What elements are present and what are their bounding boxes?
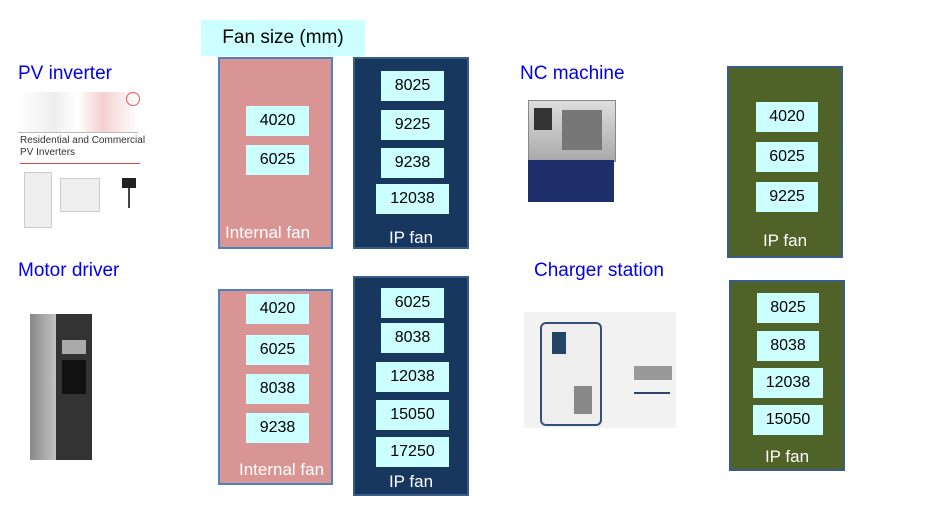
- ip-fan-label: IP fan: [388, 228, 434, 247]
- motor-driver-title: Motor driver: [18, 260, 120, 281]
- internal-fan-label: Internal fan: [238, 460, 325, 479]
- nc-machine-image: [522, 90, 620, 205]
- fan-size-value: 6025: [381, 288, 444, 318]
- charger-station-image: [524, 312, 676, 428]
- fan-size-value: 4020: [756, 102, 818, 132]
- fan-size-value: 12038: [753, 368, 823, 398]
- fan-size-value: 6025: [246, 335, 309, 365]
- fan-size-value: 15050: [376, 400, 449, 430]
- fan-size-value: 9225: [381, 110, 444, 140]
- fan-size-value: 15050: [753, 405, 823, 435]
- fan-size-value: 6025: [246, 145, 309, 175]
- pv-internal-fan-panel: 4020 6025 Internal fan: [218, 57, 333, 249]
- pv-inverter-title: PV inverter: [18, 63, 112, 84]
- fan-size-value: 9238: [246, 413, 309, 443]
- pv-inverter-image: Residential and Commercial PV Inverters: [18, 90, 146, 232]
- fan-size-value: 8038: [246, 374, 309, 404]
- fan-size-value: 17250: [376, 437, 449, 467]
- fan-size-value: 9238: [381, 148, 444, 178]
- motor-ip-fan-panel: 6025 8038 12038 15050 17250 IP fan: [353, 276, 469, 496]
- fan-size-header: Fan size (mm): [201, 20, 365, 56]
- fan-size-value: 8038: [757, 331, 819, 361]
- pv-ip-fan-panel: 8025 9225 9238 12038 IP fan: [353, 57, 469, 249]
- charger-station-title: Charger station: [534, 260, 664, 281]
- fan-size-value: 4020: [246, 294, 309, 324]
- nc-machine-title: NC machine: [520, 63, 625, 84]
- fan-size-value: 12038: [376, 184, 449, 214]
- motor-internal-fan-panel: 4020 6025 8038 9238 Internal fan: [218, 289, 333, 485]
- fan-size-value: 6025: [756, 142, 818, 172]
- fan-size-value: 12038: [376, 362, 449, 392]
- fan-size-value: 8038: [381, 323, 444, 353]
- fan-size-value: 8025: [381, 71, 444, 101]
- ip-fan-label: IP fan: [762, 231, 808, 250]
- fan-size-value: 8025: [757, 293, 819, 323]
- fan-size-value: 4020: [246, 106, 309, 136]
- pv-image-caption: Residential and Commercial PV Inverters: [20, 135, 146, 158]
- ip-fan-label: IP fan: [388, 472, 434, 491]
- motor-driver-image: [18, 310, 122, 462]
- charger-ip-fan-panel: 8025 8038 12038 15050 IP fan: [729, 280, 845, 471]
- fan-size-value: 9225: [756, 182, 818, 212]
- nc-ip-fan-panel: 4020 6025 9225 IP fan: [727, 66, 843, 258]
- ip-fan-label: IP fan: [764, 447, 810, 466]
- internal-fan-label: Internal fan: [224, 223, 311, 242]
